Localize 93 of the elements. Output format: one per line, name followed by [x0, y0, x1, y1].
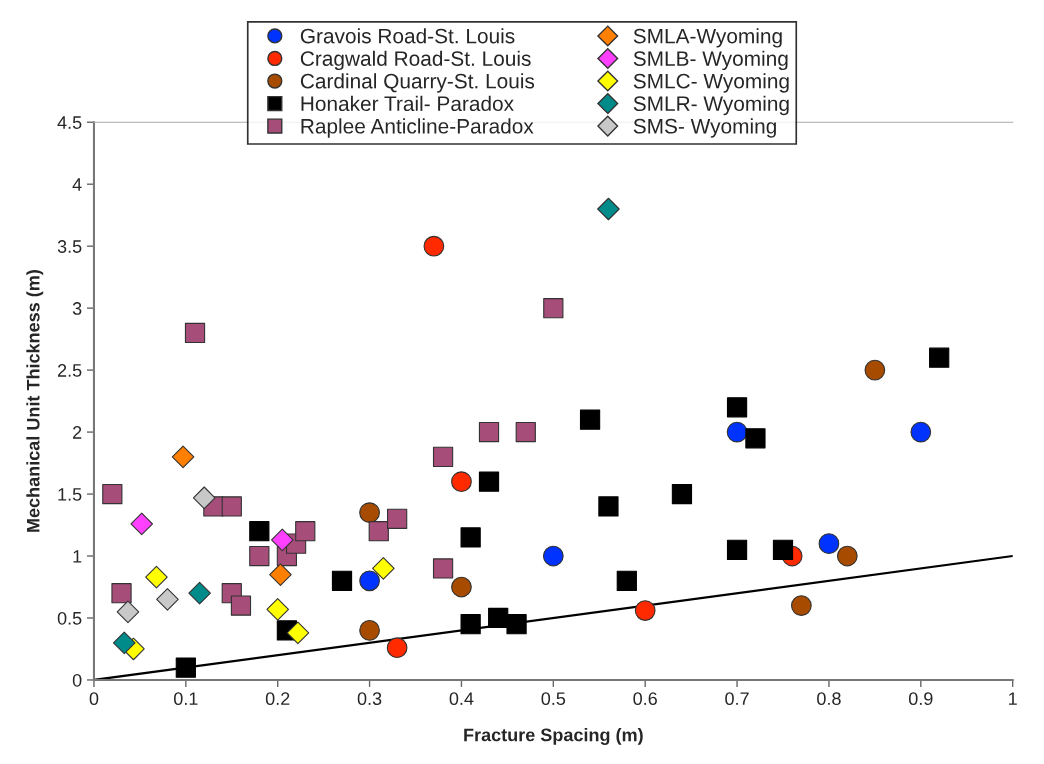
point [478, 421, 500, 443]
legend-label: SMS- Wyoming [633, 118, 776, 138]
point [116, 600, 140, 624]
point [221, 496, 242, 517]
point [102, 483, 123, 505]
point [515, 421, 536, 443]
legend-label: SMLC- Wyoming [633, 73, 789, 93]
point [542, 545, 564, 567]
point [634, 600, 656, 621]
point [230, 595, 252, 616]
point [184, 322, 206, 344]
point [451, 576, 472, 598]
legend-label: Gravois Road-St. Louis [300, 28, 515, 44]
y-tick-label: 1.5 [58, 488, 82, 501]
point [726, 397, 748, 418]
point [451, 471, 472, 493]
y-tick-label: 2.5 [57, 364, 82, 377]
x-tick-label: 0.3 [357, 692, 382, 706]
point [579, 409, 601, 430]
x-axis-title: Fracture Spacing (m) [464, 728, 643, 745]
x-tick-label: 0.5 [541, 692, 566, 706]
point [266, 598, 290, 621]
point [597, 197, 620, 221]
point [156, 588, 179, 611]
y-axis-title: Mechanical Unit Thickness (m) [26, 270, 44, 532]
x-tick-label: 0.6 [633, 692, 657, 706]
x-tick-label: 0.4 [449, 692, 474, 706]
point [423, 235, 445, 257]
point [171, 445, 195, 469]
point [372, 557, 395, 580]
point [432, 446, 454, 467]
point [331, 570, 353, 591]
point [478, 471, 500, 492]
legend-label: SMLR- Wyoming [633, 95, 789, 116]
point [772, 539, 794, 560]
legend-label: Cardinal Quarry-St. Louis [300, 73, 535, 93]
point [598, 496, 619, 517]
point [460, 614, 481, 635]
x-tick-label: 0 [89, 692, 99, 706]
point [506, 614, 527, 635]
point [910, 421, 932, 443]
point [818, 533, 840, 555]
point [387, 508, 408, 529]
y-tick-label: 4.5 [57, 116, 82, 129]
point [929, 347, 950, 368]
point [386, 637, 408, 659]
point [745, 428, 766, 449]
legend-label: SMLA-Wyoming [633, 28, 782, 48]
point [286, 621, 310, 645]
legend-label: Cragwald Road-St. Louis [300, 50, 531, 71]
y-tick-label: 0 [72, 673, 82, 687]
point [460, 527, 481, 548]
y-tick-label: 3.5 [57, 240, 82, 253]
point [726, 421, 748, 443]
point [188, 581, 211, 605]
point [488, 607, 509, 629]
x-tick-label: 0.9 [908, 692, 933, 706]
point [368, 521, 389, 542]
point [359, 502, 380, 524]
x-tick-label: 0.1 [173, 692, 198, 706]
y-tick-label: 2 [73, 426, 82, 439]
point [249, 545, 270, 567]
point [543, 298, 564, 319]
legend-label: Raplee Anticline-Paradox [301, 118, 534, 138]
point [864, 359, 886, 381]
point [671, 483, 693, 505]
point [295, 521, 316, 542]
point [790, 595, 812, 616]
point [175, 657, 196, 678]
x-tick-label: 0.2 [265, 692, 290, 706]
point [270, 528, 294, 552]
point [359, 570, 380, 592]
y-tick-label: 0.5 [57, 611, 82, 625]
y-tick-label: 3 [72, 302, 82, 315]
point [359, 620, 380, 641]
point [836, 545, 858, 567]
y-tick-label: 4 [72, 178, 82, 191]
point [130, 512, 154, 536]
point [269, 563, 292, 586]
x-tick-label: 0.7 [725, 692, 749, 706]
point [249, 521, 270, 542]
point [616, 570, 637, 591]
y-tick-label: 1 [73, 550, 82, 563]
x-tick-label: 0.8 [817, 692, 841, 706]
legend-label: SMLB- Wyoming [633, 50, 788, 71]
point [726, 539, 748, 560]
point [432, 558, 454, 579]
point [145, 565, 168, 589]
x-tick-label: 1 [1009, 692, 1017, 705]
point [192, 486, 216, 510]
point [112, 631, 136, 655]
point [111, 583, 132, 604]
legend-label: Honaker Trail- Paradox [301, 95, 514, 112]
